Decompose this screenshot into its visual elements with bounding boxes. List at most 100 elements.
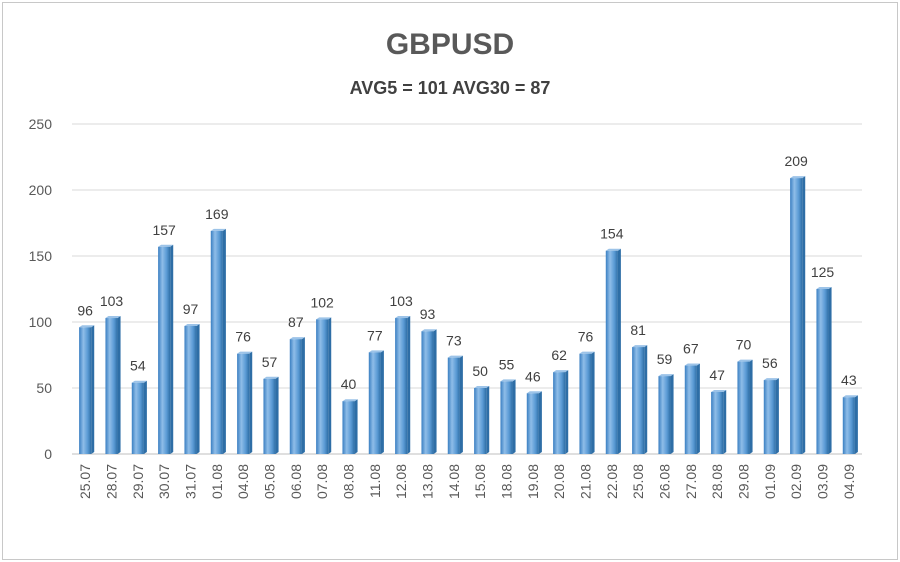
bar-top (79, 325, 95, 328)
bar (474, 388, 487, 454)
gridlines (72, 123, 862, 455)
y-axis: 0 50 100 150 200 250 (29, 116, 53, 462)
bar (105, 318, 118, 454)
chart-title: GBPUSD (385, 28, 515, 61)
x-tick-label: 27.08 (683, 464, 699, 499)
data-label: 67 (683, 341, 699, 357)
bar (763, 380, 776, 454)
data-label: 103 (100, 293, 124, 309)
bar (500, 381, 513, 454)
x-tick-label: 13.08 (420, 464, 436, 499)
bar-side (670, 374, 674, 454)
bar-top (421, 329, 437, 332)
bar (579, 353, 592, 454)
data-label: 103 (389, 293, 413, 309)
bar-side (696, 363, 700, 454)
bar-side (486, 386, 490, 454)
x-tick-label: 01.08 (209, 464, 225, 499)
bar-side (170, 244, 174, 454)
bar-side (275, 376, 279, 454)
bar-top (237, 351, 253, 354)
data-label: 70 (736, 337, 752, 353)
bar-side (196, 323, 200, 454)
bar-top (395, 316, 411, 319)
x-tick-label: 18.08 (499, 464, 515, 499)
x-tick-label: 07.08 (314, 464, 330, 499)
x-tick-label: 04.09 (841, 464, 857, 499)
bar (210, 230, 223, 454)
x-tick-label: 14.08 (446, 464, 462, 499)
bar-top (816, 287, 832, 289)
chart-subtitle: AVG5 = 101 AVG30 = 87 (349, 78, 551, 98)
bar-top (605, 248, 621, 251)
x-tick-label: 31.07 (183, 464, 199, 499)
bar-side (617, 248, 621, 454)
bar (684, 365, 697, 454)
bar-top (316, 317, 332, 320)
bar-side (91, 325, 95, 454)
y-tick-label: 250 (29, 116, 53, 132)
bar (395, 318, 408, 454)
bar (790, 178, 803, 454)
data-labels: 96 103 54 157 97 169 76 57 87 102 40 77 103 93 73 50 55 4… (77, 153, 856, 392)
x-tick-label: 04.08 (235, 464, 251, 499)
bar (605, 250, 618, 454)
data-label: 76 (235, 329, 251, 345)
x-tick-label: 28.07 (104, 464, 120, 499)
x-tick-label: 25.07 (77, 464, 93, 499)
y-tick-label: 50 (36, 380, 52, 396)
bar (131, 382, 144, 454)
data-label: 62 (551, 347, 567, 363)
data-label: 54 (130, 358, 146, 374)
bar-top (553, 370, 569, 373)
bar-top (342, 399, 358, 402)
data-label: 97 (183, 301, 199, 317)
data-label: 56 (762, 355, 778, 371)
y-tick-label: 100 (29, 314, 53, 330)
bar-top (684, 363, 700, 366)
data-label: 57 (262, 354, 278, 370)
bar-side (301, 337, 305, 454)
bar-side (143, 380, 147, 454)
bar-side (749, 359, 753, 454)
x-tick-label: 20.08 (551, 464, 567, 499)
bar-top (526, 391, 542, 394)
bar (553, 372, 566, 454)
bar-side (380, 350, 384, 454)
bar-top (658, 374, 674, 377)
bar (526, 393, 539, 454)
x-tick-label: 02.09 (788, 464, 804, 499)
x-tick-label: 21.08 (578, 464, 594, 499)
bar-side (723, 389, 727, 454)
data-label: 93 (420, 306, 436, 322)
bar (237, 353, 250, 454)
bar-side (854, 395, 858, 454)
bar-top (289, 337, 305, 340)
bar (737, 361, 750, 454)
x-tick-label: 25.08 (630, 464, 646, 499)
data-label: 169 (205, 206, 229, 222)
bar-side (644, 345, 648, 454)
data-label: 157 (152, 222, 176, 238)
data-label: 87 (288, 314, 304, 330)
x-tick-label: 06.08 (288, 464, 304, 499)
data-label: 102 (310, 294, 334, 310)
x-tick-label: 26.08 (657, 464, 673, 499)
bar (368, 352, 381, 454)
bar-top (474, 386, 490, 388)
bar-top (763, 378, 779, 381)
data-label: 96 (77, 302, 93, 318)
bar (289, 339, 302, 454)
bar-side (802, 176, 806, 454)
x-tick-label: 12.08 (393, 464, 409, 499)
x-axis: 25.07 28.07 29.07 30.07 31.07 01.08 04.08 05.08… (77, 464, 857, 499)
data-label: 81 (630, 322, 646, 338)
bar-top (842, 395, 858, 398)
bar-top (447, 355, 463, 358)
bar-side (775, 378, 779, 454)
bar (342, 401, 355, 454)
bar-top (263, 376, 279, 379)
bar-side (328, 317, 332, 454)
